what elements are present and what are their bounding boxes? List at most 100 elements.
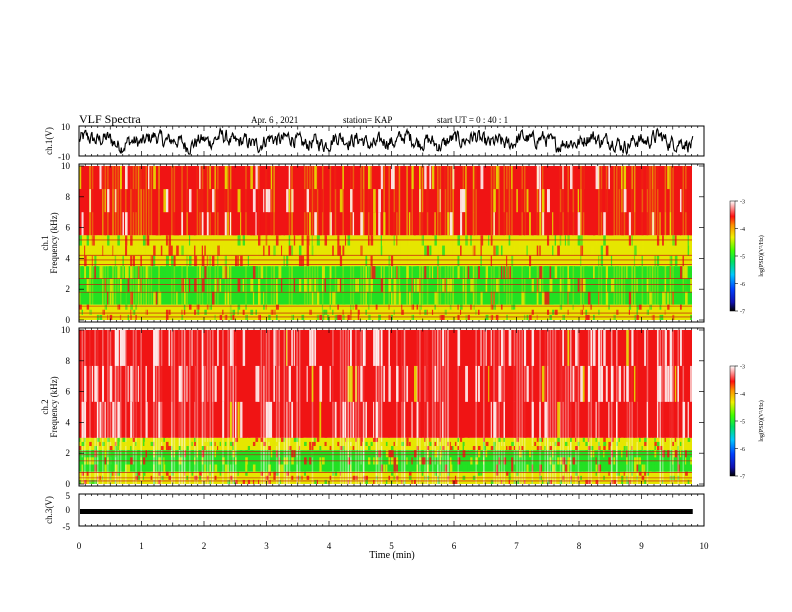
spectral-streak [367,446,371,451]
spectral-streak [485,365,488,402]
spectral-streak [96,266,99,279]
spectral-streak [142,166,146,190]
spectral-streak [644,291,647,305]
spectral-streak [339,437,342,442]
spectral-streak [311,441,315,447]
spectral-streak [644,471,646,476]
spectral-streak [125,441,128,447]
spectral-streak [229,441,233,447]
spectral-streak [390,314,393,320]
spectral-streak [209,330,213,366]
spectral-streak [636,464,639,472]
spectral-streak [401,437,404,442]
spectral-streak [577,245,579,256]
spectral-streak [288,266,290,279]
spectral-streak [393,471,397,476]
spectral-streak [344,235,347,246]
spectral-streak [334,255,337,267]
spectral-streak [623,441,627,447]
spectral-streak [636,255,639,267]
spectral-impulse [651,166,654,320]
spectral-streak [362,189,365,213]
spectral-streak [240,255,244,267]
spectral-streak [119,255,123,267]
spectral-streak [135,245,139,256]
spectral-streak [258,365,260,402]
y-tick-label-8: 8 [66,356,71,366]
spectral-streak [659,266,663,279]
spectral-streak [229,309,232,315]
spectral-streak [431,450,434,458]
spectral-streak [84,245,86,256]
spectral-streak [467,330,470,366]
spectral-streak [145,401,148,438]
colorbar-tick-label--7: -7 [740,310,745,316]
colorbar-tick-label--6: -6 [740,447,745,453]
spectral-impulse [419,166,421,320]
spectral-streak [145,441,148,447]
spectral-streak [411,479,413,484]
spectral-streak [321,314,325,320]
spectral-streak [293,278,296,292]
spectral-impulse [286,330,288,484]
spectral-streak [383,464,386,472]
spectral-streak [142,446,146,451]
spectral-streak [437,255,440,267]
spectral-streak [252,189,256,213]
spectral-streak [135,304,138,310]
spectral-streak [585,235,588,246]
spectral-streak [587,278,590,292]
spectral-streak [641,401,644,438]
spectral-streak [355,304,358,310]
spectral-streak [434,365,437,402]
spectral-streak [188,464,192,472]
spectral-streak [321,255,325,267]
spectral-streak [337,278,341,292]
spectral-streak [196,450,198,458]
spectral-streak [247,446,250,451]
spectral-streak [306,245,310,256]
spectral-streak [431,304,435,310]
spectral-streak [102,166,105,190]
spectral-streak [679,189,682,213]
spectral-streak [687,304,691,310]
spectral-streak [554,189,558,213]
spectral-streak [265,437,268,442]
spectral-streak [526,365,529,402]
spectral-streak [526,245,528,256]
spectral-impulse [523,166,526,320]
spectral-streak [562,166,564,190]
spectral-streak [237,189,241,213]
spectral-streak [664,166,667,190]
spectral-streak [449,365,453,402]
spectral-streak [424,446,426,451]
spectral-streak [523,304,526,310]
spectral-streak [194,441,196,447]
spectral-streak [181,314,184,320]
spectral-streak [96,450,99,458]
spectral-impulse [677,330,679,484]
spectral-streak [176,365,180,402]
ch2-colorbar-scale [729,365,736,477]
spectral-streak [472,446,476,451]
spectral-streak [94,401,97,438]
spectral-impulse [649,166,651,320]
spectral-streak [84,401,87,438]
spectral-streak [260,278,262,292]
spectral-streak [677,365,679,402]
spectral-streak [687,189,690,213]
spectral-streak [178,365,182,402]
spectral-impulse [260,330,263,484]
spectral-streak [396,245,399,256]
spectral-streak [393,255,396,267]
spectral-impulse [135,166,137,320]
spectral-impulse [222,330,224,484]
spectral-streak [690,365,692,402]
spectral-streak [237,235,241,246]
spectral-streak [199,245,202,256]
spectral-streak [495,446,499,451]
spectral-streak [419,212,422,236]
spectral-streak [585,304,588,310]
spectral-streak [224,441,227,447]
spectral-streak [81,189,84,213]
